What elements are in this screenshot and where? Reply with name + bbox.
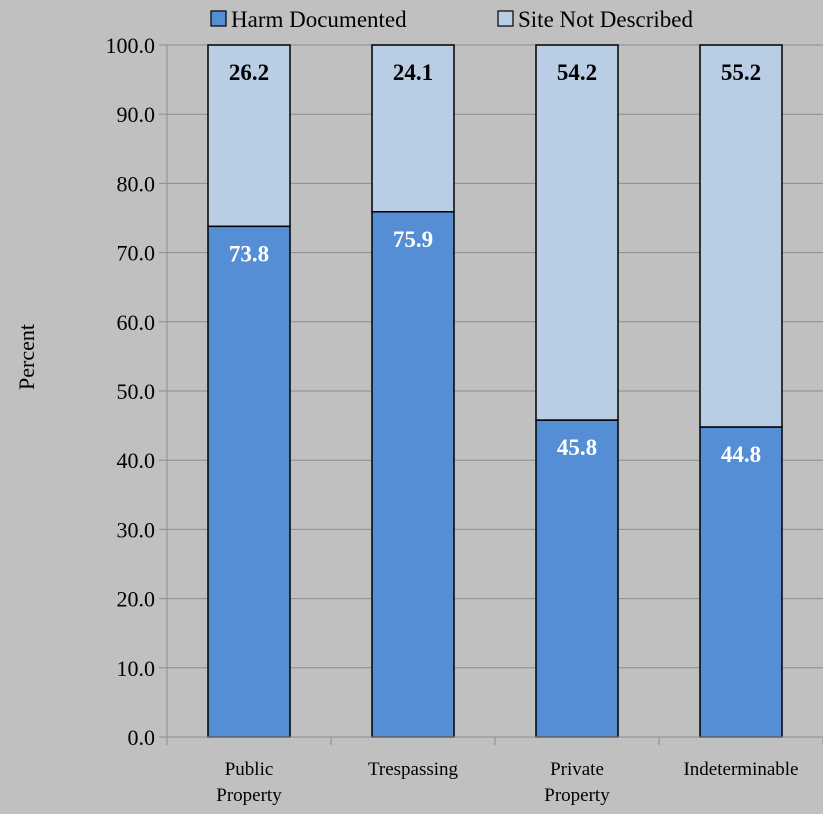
data-label: 54.2 <box>557 60 597 85</box>
x-category-label: Trespassing <box>368 759 459 780</box>
y-tick-label: 100.0 <box>106 33 156 58</box>
y-tick-label: 30.0 <box>117 517 156 542</box>
bar-site-not-described <box>699 44 783 428</box>
bar-site-not-described <box>371 44 455 213</box>
legend-label: Harm Documented <box>231 7 407 32</box>
y-tick-label: 90.0 <box>117 102 156 127</box>
x-category-label: Public Property <box>216 759 282 806</box>
bar-harm-documented <box>699 426 783 738</box>
bar-harm-documented <box>535 419 619 738</box>
data-labels: 73.8 26.2 75.9 24.1 45.8 54.2 44.8 55.2 <box>229 60 761 467</box>
legend-swatch <box>210 10 227 27</box>
y-tick-label: 10.0 <box>117 656 156 681</box>
y-tick-label: 0.0 <box>128 725 156 750</box>
data-label: 73.8 <box>229 241 269 266</box>
x-category-label-line: Private <box>550 759 604 780</box>
data-label: 55.2 <box>721 60 761 85</box>
x-category-label-line: Property <box>544 785 610 806</box>
data-label: 26.2 <box>229 60 269 85</box>
x-category-label: Indeterminable <box>683 759 798 780</box>
x-category-label: Private Property <box>544 759 610 806</box>
data-label: 75.9 <box>393 227 433 252</box>
x-category-label-line: Trespassing <box>368 759 459 780</box>
x-category-label-line: Property <box>216 785 282 806</box>
y-tick-label: 70.0 <box>117 241 156 266</box>
bar-harm-documented <box>207 225 291 738</box>
axes: 0.0 10.0 20.0 30.0 40.0 50.0 60.0 70.0 80.0 90.0 1… <box>106 33 823 806</box>
data-label: 45.8 <box>557 435 597 460</box>
legend-label: Site Not Described <box>518 7 694 32</box>
data-label: 44.8 <box>721 442 761 467</box>
y-tick-label: 40.0 <box>117 448 156 473</box>
bar-site-not-described <box>535 44 619 421</box>
y-tick-label: 80.0 <box>117 171 156 196</box>
legend: Harm Documented Site Not Described <box>210 7 694 32</box>
bar-site-not-described <box>207 44 291 228</box>
bar-harm-documented <box>371 211 455 738</box>
y-axis-title: Percent <box>14 324 39 390</box>
y-tick-label: 50.0 <box>117 379 156 404</box>
y-tick-label: 20.0 <box>117 587 156 612</box>
y-tick-label: 60.0 <box>117 310 156 335</box>
x-category-label-line: Public <box>225 759 274 780</box>
x-category-label-line: Indeterminable <box>683 759 798 780</box>
data-label: 24.1 <box>393 60 433 85</box>
legend-swatch <box>497 10 514 27</box>
